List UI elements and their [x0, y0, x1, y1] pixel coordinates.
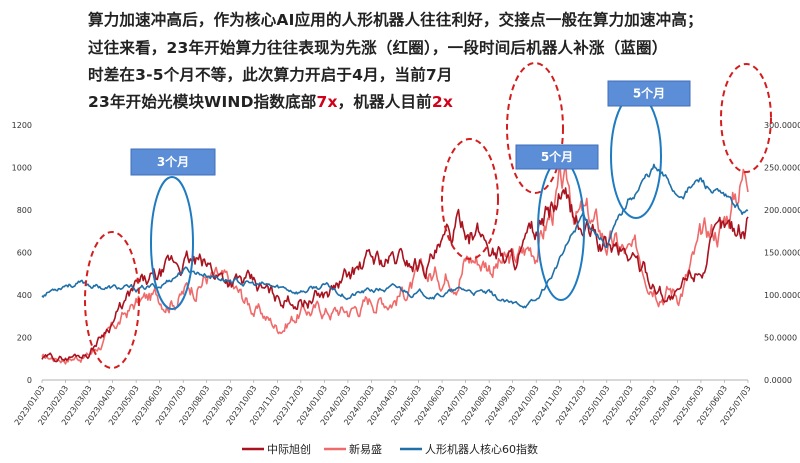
right-tick-label: 100.0000 — [764, 291, 800, 300]
annotation-box-5-months-b-label: 5个月 — [633, 86, 665, 101]
annotation-box-5-months-b — [607, 80, 691, 107]
headline-line-3: 时差在3-5个月不等，此次算力开启于4月，当前7月 — [88, 66, 453, 84]
left-tick-label: 1200 — [12, 121, 32, 130]
annotation-box-3-months — [130, 148, 216, 176]
series-line-新易盛 — [41, 160, 749, 365]
chart-annotations: 3个月 5个月 5个月 — [84, 62, 772, 369]
headline-line-1: 算力加速冲高后，作为核心AI应用的人形机器人往往利好，交接点一般在算力加速冲高； — [88, 11, 703, 29]
chart-series — [41, 160, 749, 365]
annotation-box-5-months-a-label: 5个月 — [541, 149, 573, 164]
headline-line-4-mid: ，机器人目前 — [337, 93, 432, 111]
headline-line-4-prefix: 23年开始光模块WIND指数底部 — [88, 93, 317, 111]
optical-multiple: 7x — [316, 93, 338, 111]
left-tick-label: 1000 — [12, 164, 32, 173]
legend-label: 中际旭创 — [267, 442, 311, 456]
right-tick-label: 250.0000 — [764, 164, 800, 173]
blue-circle — [610, 93, 662, 219]
right-tick-label: 300.0000 — [764, 121, 800, 130]
left-tick-label: 200 — [17, 334, 32, 343]
right-tick-label: 150.0000 — [764, 249, 800, 258]
annotation-box-3-months-label: 3个月 — [157, 154, 189, 169]
left-tick-label: 0 — [27, 376, 32, 385]
right-tick-label: 50.0000 — [764, 334, 797, 343]
right-tick-label: 0.0000 — [764, 376, 792, 385]
chart-axes: 0 200 400 600 800 1000 1200 0.0000 50.0000 100.00… — [12, 121, 800, 427]
left-tick-label: 400 — [17, 291, 32, 300]
annotation-box-5-months-a — [515, 144, 599, 170]
series-line-中际旭创 — [41, 187, 749, 363]
series-line-人形机器人核心60指数 — [41, 163, 749, 309]
left-tick-label: 600 — [17, 249, 32, 258]
red-circle — [720, 63, 772, 173]
headline-line-2: 过往来看，23年开始算力往往表现为先涨（红圈），一段时间后机器人补涨（蓝圈） — [88, 39, 668, 57]
legend-label: 人形机器人核心60指数 — [425, 442, 538, 456]
red-circle — [506, 62, 564, 194]
red-circle — [84, 231, 140, 369]
red-circle — [441, 138, 499, 260]
blue-circle — [150, 176, 194, 310]
robot-multiple: 2x — [431, 93, 454, 111]
legend-label: 新易盛 — [349, 442, 382, 456]
headline-line-4: 23年开始光模块WIND指数底部7x，机器人目前2x — [88, 90, 788, 112]
right-tick-label: 200.0000 — [764, 206, 800, 215]
left-tick-label: 800 — [17, 206, 32, 215]
chart-legend: 中际旭创 新易盛 人形机器人核心60指数 — [242, 442, 538, 456]
